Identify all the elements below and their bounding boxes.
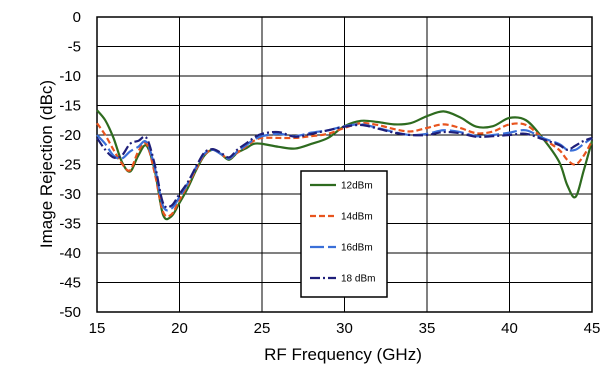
y-tick-labels: 0 -5 -10 -15 -20 -25 -30 -35 -40 -45 -50 bbox=[59, 9, 81, 321]
x-tick-label: 25 bbox=[254, 320, 271, 337]
plot-border bbox=[96, 16, 593, 313]
y-tick-label: -30 bbox=[59, 186, 81, 203]
x-axis-label: RF Frequency (GHz) bbox=[264, 345, 422, 364]
y-tick-label: -40 bbox=[59, 245, 81, 262]
x-tick-label: 15 bbox=[89, 320, 106, 337]
legend: 12dBm 14dBm 16dBm 18 dBm bbox=[300, 170, 388, 298]
legend-label: 14dBm bbox=[341, 212, 373, 223]
y-tick-label: -35 bbox=[59, 216, 81, 233]
y-tick-label: -15 bbox=[59, 98, 81, 115]
legend-label: 12dBm bbox=[341, 181, 373, 192]
y-tick-label: -5 bbox=[68, 39, 81, 56]
y-tick-label: -45 bbox=[59, 275, 81, 292]
x-tick-labels: 15 20 25 30 35 40 45 bbox=[89, 320, 601, 337]
x-tick-label: 45 bbox=[584, 320, 601, 337]
x-tick-label: 40 bbox=[501, 320, 518, 337]
y-tick-label: -50 bbox=[59, 304, 81, 321]
legend-label: 18 dBm bbox=[341, 274, 375, 285]
x-tick-label: 20 bbox=[171, 320, 188, 337]
x-tick-label: 30 bbox=[336, 320, 353, 337]
y-tick-label: -20 bbox=[59, 127, 81, 144]
legend-label: 16dBm bbox=[341, 243, 373, 254]
legend-box bbox=[300, 170, 388, 298]
y-tick-label: -25 bbox=[59, 157, 81, 174]
series-line bbox=[96, 123, 593, 209]
series-line bbox=[96, 121, 593, 218]
y-tick-label: -10 bbox=[59, 68, 81, 85]
x-tick-label: 35 bbox=[419, 320, 436, 337]
y-tick-label: 0 bbox=[73, 9, 81, 26]
y-axis-label: Image Rejection (dBc) bbox=[37, 80, 56, 248]
plot-frame bbox=[96, 16, 593, 313]
series-layer bbox=[96, 109, 594, 221]
